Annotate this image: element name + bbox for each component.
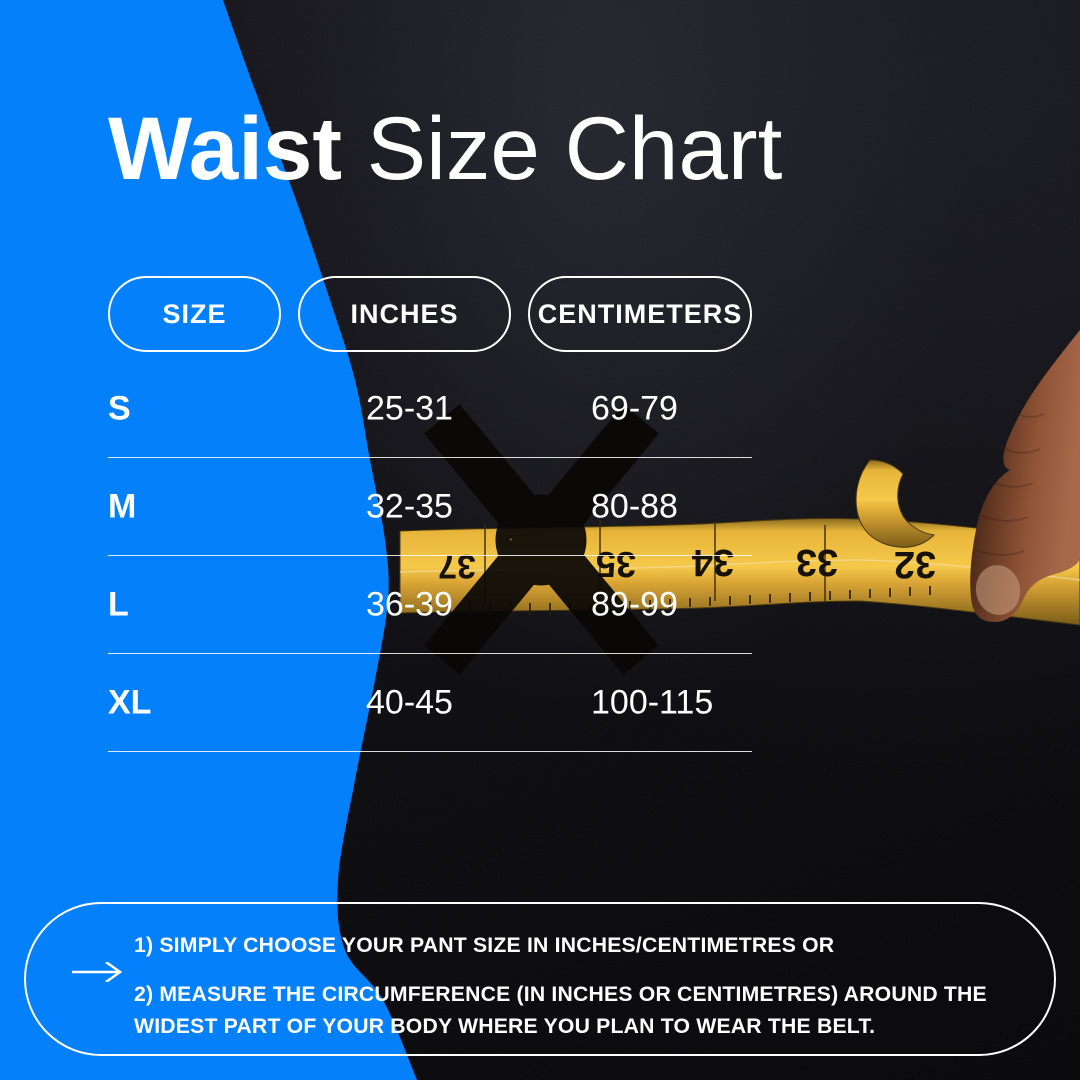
svg-text:33: 33 <box>796 541 838 583</box>
svg-text:32: 32 <box>894 543 936 585</box>
